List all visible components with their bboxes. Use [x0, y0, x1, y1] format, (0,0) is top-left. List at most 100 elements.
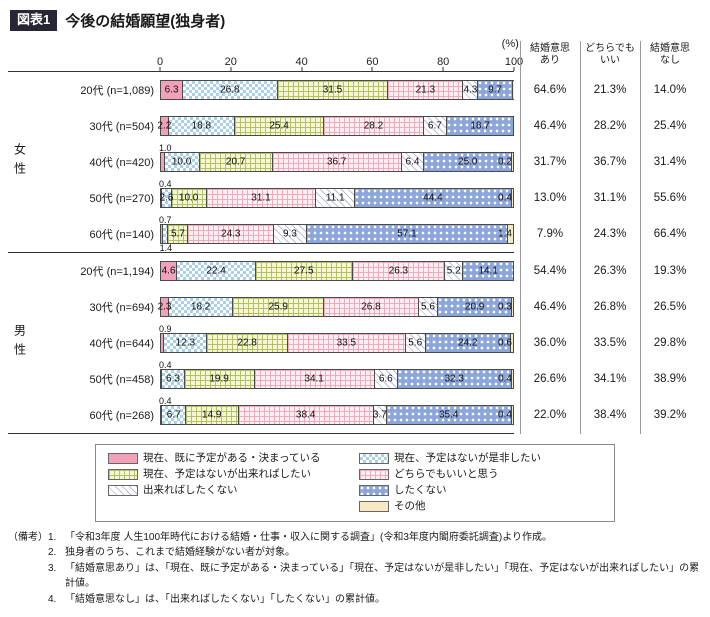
bar-segment — [161, 406, 163, 424]
bar-segment: 11.1 — [316, 189, 356, 207]
bar-segment: 14.1 — [463, 262, 513, 280]
bar-segment: 6.3 — [162, 370, 185, 388]
segment-value: 32.3 — [444, 373, 464, 385]
bar-track: 0.4 6.7 14.9 38.4 3.7 35.4 0.4 — [159, 396, 514, 425]
segment-value: 14.9 — [202, 409, 222, 421]
legend-item: 現在、既に予定がある・決まっている — [108, 452, 351, 465]
chart-plot: (%) 0 20 40 60 80 100 女性 20代 (n=1,089) 6.3 26.8 3… — [8, 38, 523, 434]
legend-label: その他 — [394, 500, 426, 513]
summary-value: 31.4% — [653, 156, 687, 168]
row-label: 30代 (n=694) — [89, 302, 154, 314]
legend-item: その他 — [359, 500, 602, 513]
bar-segment: 9.7 — [478, 81, 513, 99]
segment-value: 27.5 — [294, 265, 314, 277]
summary-column-header: どちらでも いい — [585, 43, 635, 66]
segment-value: 0.4 — [498, 373, 512, 385]
bar-segment — [161, 334, 165, 352]
summary-body: 64.6% 21.3% 14.0% 46.4% 28.2% 25.4% 31.7% 36.7%… — [520, 71, 702, 433]
bar-track: 1.0 10.0 20.7 36.7 6.4 25.0 0.2 — [159, 143, 514, 172]
bar-segment: 9.3 — [274, 225, 307, 243]
segment-value: 0.6 — [498, 337, 512, 349]
segment-value: 21.3 — [415, 84, 436, 96]
group-rows: 20代 (n=1,194) 4.6 22.4 27.5 26.3 5.2 14.1 30代 (… — [32, 253, 514, 433]
bar-track: 2.3 18.2 25.9 26.8 5.6 20.9 0.3 — [157, 297, 514, 317]
bar-segment — [161, 225, 164, 243]
segment-value: 33.5 — [336, 337, 357, 349]
bar-segment: 24.2 — [425, 334, 511, 352]
segment-value: 10.0 — [178, 192, 199, 204]
bar-row: 60代 (n=268) 0.4 6.7 14.9 38.4 3.7 35.4 0.4 — [32, 396, 514, 433]
summary-table: 結婚意思 あり どちらでも いい 結婚意思 なし 64.6% 21.3% 14.0% 46.… — [520, 41, 702, 434]
summary-value: 36.0% — [533, 337, 567, 349]
segment-value: 1.0 — [158, 143, 172, 153]
row-label: 60代 (n=140) — [89, 229, 154, 241]
segment-value: 4.6 — [161, 265, 176, 277]
bar-segment: 10.0 — [164, 153, 200, 171]
axis-tick-label: 0 — [156, 56, 164, 68]
summary-value: 26.6% — [533, 373, 567, 385]
segment-value: 18.7 — [470, 120, 490, 132]
bar-segment: 31.1 — [206, 189, 317, 207]
segment-value: 9.7 — [488, 84, 502, 96]
summary-value: 24.3% — [593, 228, 627, 240]
bar-segment: 33.5 — [287, 334, 406, 352]
summary-value: 22.0% — [533, 409, 567, 421]
summary-value: 26.8% — [593, 301, 627, 313]
segment-value: 28.2 — [363, 120, 384, 132]
notes: （備考） 1. 「令和3年度 人生100年時代における結婚・仕事・収入に関する調査… — [8, 530, 702, 608]
bar-segment — [161, 189, 163, 207]
axis-spacer — [8, 41, 160, 71]
bar-segment: 6.7 — [423, 117, 448, 135]
chart-group: 女性 20代 (n=1,089) 6.3 26.8 31.5 21.3 4.3 9.7 30代 … — [8, 72, 514, 253]
bar-segment: 20.9 — [438, 298, 512, 316]
bar-segment: 32.3 — [397, 370, 512, 388]
note-number: 1. — [48, 531, 57, 543]
row-label: 50代 (n=270) — [89, 193, 154, 205]
legend-swatch — [108, 453, 138, 465]
note-number: 3. — [48, 562, 57, 574]
bar-segment: 31.5 — [277, 81, 389, 99]
bar-track: 4.6 22.4 27.5 26.3 5.2 14.1 — [160, 261, 514, 281]
summary-row: 54.4% 26.3% 19.3% — [520, 253, 702, 289]
summary-value: 36.7% — [593, 156, 627, 168]
bar-segment: 24.3 — [188, 225, 275, 243]
chart: (%) 0 20 40 60 80 100 女性 20代 (n=1,089) 6.3 26.8 3… — [8, 38, 702, 434]
segment-value: 6.7 — [166, 409, 181, 421]
segment-value: 35.4 — [438, 409, 459, 421]
segment-value: 1.4 — [159, 243, 173, 253]
segment-value: 0.4 — [498, 192, 512, 204]
bar-segment: 5.6 — [418, 298, 439, 316]
note-number: 4. — [48, 593, 57, 605]
segment-value: 26.8 — [361, 301, 381, 313]
notes-list: 1. 「令和3年度 人生100年時代における結婚・仕事・収入に関する調査」(令和3… — [48, 530, 702, 608]
segment-value: 2.3 — [157, 301, 172, 313]
summary-value: 46.4% — [533, 120, 567, 132]
legend-swatch — [359, 501, 389, 513]
legend-swatch — [359, 453, 389, 465]
summary-value: 31.7% — [533, 156, 567, 168]
bar-segment: 6.4 — [401, 153, 425, 171]
segment-value: 0.2 — [498, 156, 512, 168]
segment-value: 11.1 — [325, 192, 345, 204]
summary-value: 66.4% — [653, 228, 687, 240]
segment-value: 5.6 — [408, 337, 423, 349]
axis-tick-mark — [513, 67, 515, 71]
note-item: 2. 独身者のうち、これまで結婚経験がない者が対象。 — [48, 545, 702, 561]
bar-row: 40代 (n=420) 1.0 10.0 20.7 36.7 6.4 25.0 0.2 — [32, 143, 514, 180]
bar-segment: 14.9 — [186, 406, 239, 424]
segment-value: 24.3 — [221, 228, 241, 240]
segment-value: 22.8 — [237, 337, 257, 349]
legend-item: 出来ればしたくない — [108, 484, 351, 497]
bar-segment: 0.2 — [498, 153, 513, 171]
bar-segment: 6.6 — [374, 370, 398, 388]
bar-segment: 44.4 — [355, 189, 512, 207]
segment-value: 18.8 — [191, 120, 212, 132]
axis-tick-label: 60 — [366, 56, 379, 68]
bar-segment: 0.4 — [498, 189, 513, 207]
summary-row: 22.0% 38.4% 39.2% — [520, 397, 702, 433]
summary-value: 26.5% — [653, 301, 687, 313]
row-label: 60代 (n=268) — [89, 410, 154, 422]
legend-item: したくない — [359, 484, 602, 497]
segment-value: 25.4 — [269, 120, 289, 132]
